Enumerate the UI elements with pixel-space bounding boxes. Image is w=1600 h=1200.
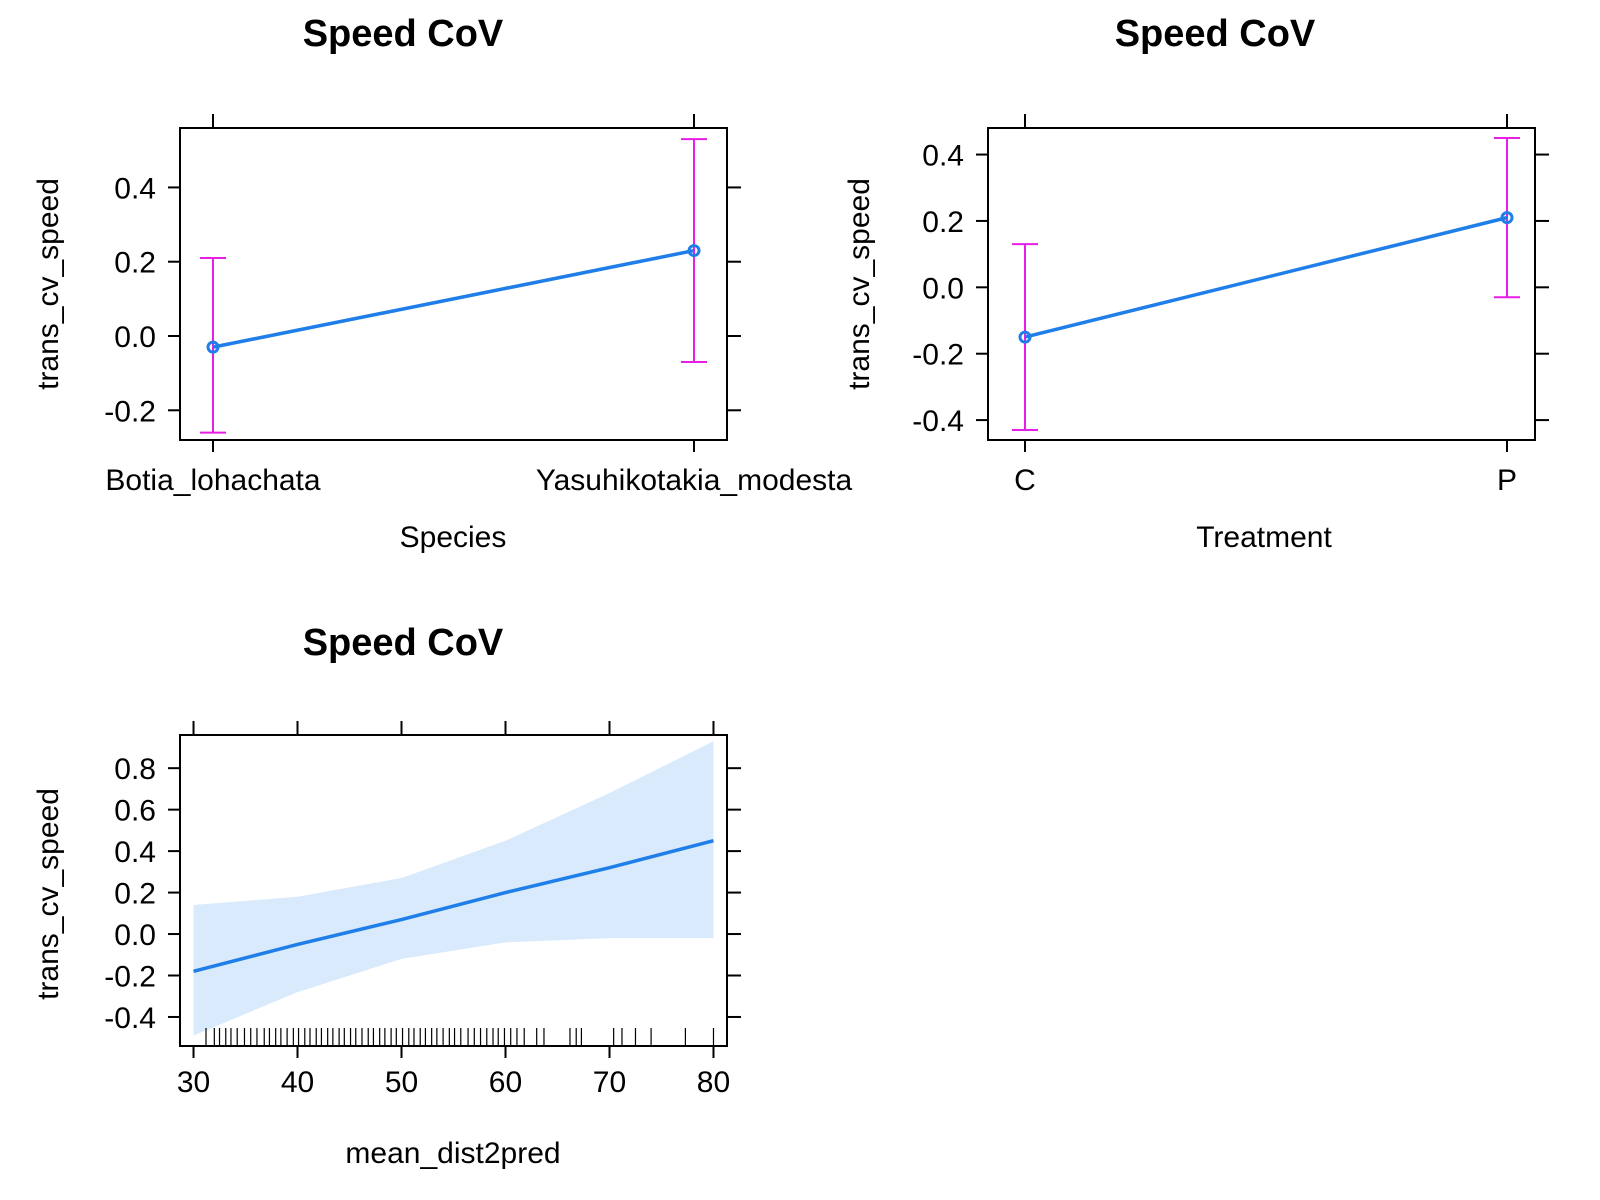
chart-title: Speed CoV <box>303 13 504 55</box>
y-tick-label: 0.4 <box>922 140 964 173</box>
y-tick-label: 0.0 <box>114 321 156 354</box>
x-tick-label: 70 <box>593 1066 626 1099</box>
y-axis-label: trans_cv_speed <box>843 178 876 390</box>
y-tick-label: -0.2 <box>104 395 156 428</box>
x-axis-label: mean_dist2pred <box>345 1137 560 1170</box>
y-tick-label: 0.2 <box>114 878 156 911</box>
y-tick-label: -0.2 <box>104 961 156 994</box>
x-tick-label: 40 <box>281 1066 314 1099</box>
y-tick-label: 0.4 <box>114 836 156 869</box>
panel-species: Speed CoV Species trans_cv_speed Botia_l… <box>32 13 852 554</box>
y-tick-label: 0.2 <box>922 206 964 239</box>
x-tick-label: 80 <box>697 1066 730 1099</box>
data-point <box>1500 211 1514 225</box>
y-tick-label: 0.2 <box>114 247 156 280</box>
effect-line <box>1024 215 1508 339</box>
x-tick-label: C <box>1014 464 1036 497</box>
data-point <box>687 244 701 258</box>
chart-title: Speed CoV <box>303 622 504 664</box>
panel-treatment: Speed CoV Treatment trans_cv_speed C P -… <box>843 13 1549 554</box>
y-tick-label: -0.4 <box>912 405 964 438</box>
x-axis-label: Treatment <box>1196 521 1332 554</box>
x-tick-label: Botia_lohachata <box>105 464 320 497</box>
y-tick-label: 0.6 <box>114 795 156 828</box>
plot-frame <box>987 127 1536 441</box>
effect-line <box>193 839 714 974</box>
x-tick-label: 50 <box>385 1066 418 1099</box>
panel-mean-dist2pred: Speed CoV mean_dist2pred trans_cv_speed … <box>32 622 741 1170</box>
x-tick-label: Yasuhikotakia_modesta <box>536 464 853 497</box>
plot-frame <box>179 734 728 1047</box>
confidence-band <box>193 741 714 1036</box>
x-tick-label: P <box>1497 464 1517 497</box>
y-tick-label: -0.4 <box>104 1002 156 1035</box>
x-tick-label: 60 <box>489 1066 522 1099</box>
y-axis-label: trans_cv_speed <box>32 788 65 1000</box>
chart-title: Speed CoV <box>1115 13 1316 55</box>
y-tick-label: 0.4 <box>114 172 156 205</box>
y-tick-label: 0.0 <box>114 919 156 952</box>
x-axis-label: Species <box>400 521 507 554</box>
data-point <box>206 340 220 354</box>
y-axis-label: trans_cv_speed <box>32 178 65 390</box>
effect-line <box>212 248 695 349</box>
plot-frame <box>179 127 728 441</box>
y-tick-label: 0.0 <box>922 272 964 305</box>
y-tick-label: -0.2 <box>912 339 964 372</box>
y-tick-label: 0.8 <box>114 753 156 786</box>
data-point <box>1018 330 1032 344</box>
x-tick-label: 30 <box>177 1066 210 1099</box>
